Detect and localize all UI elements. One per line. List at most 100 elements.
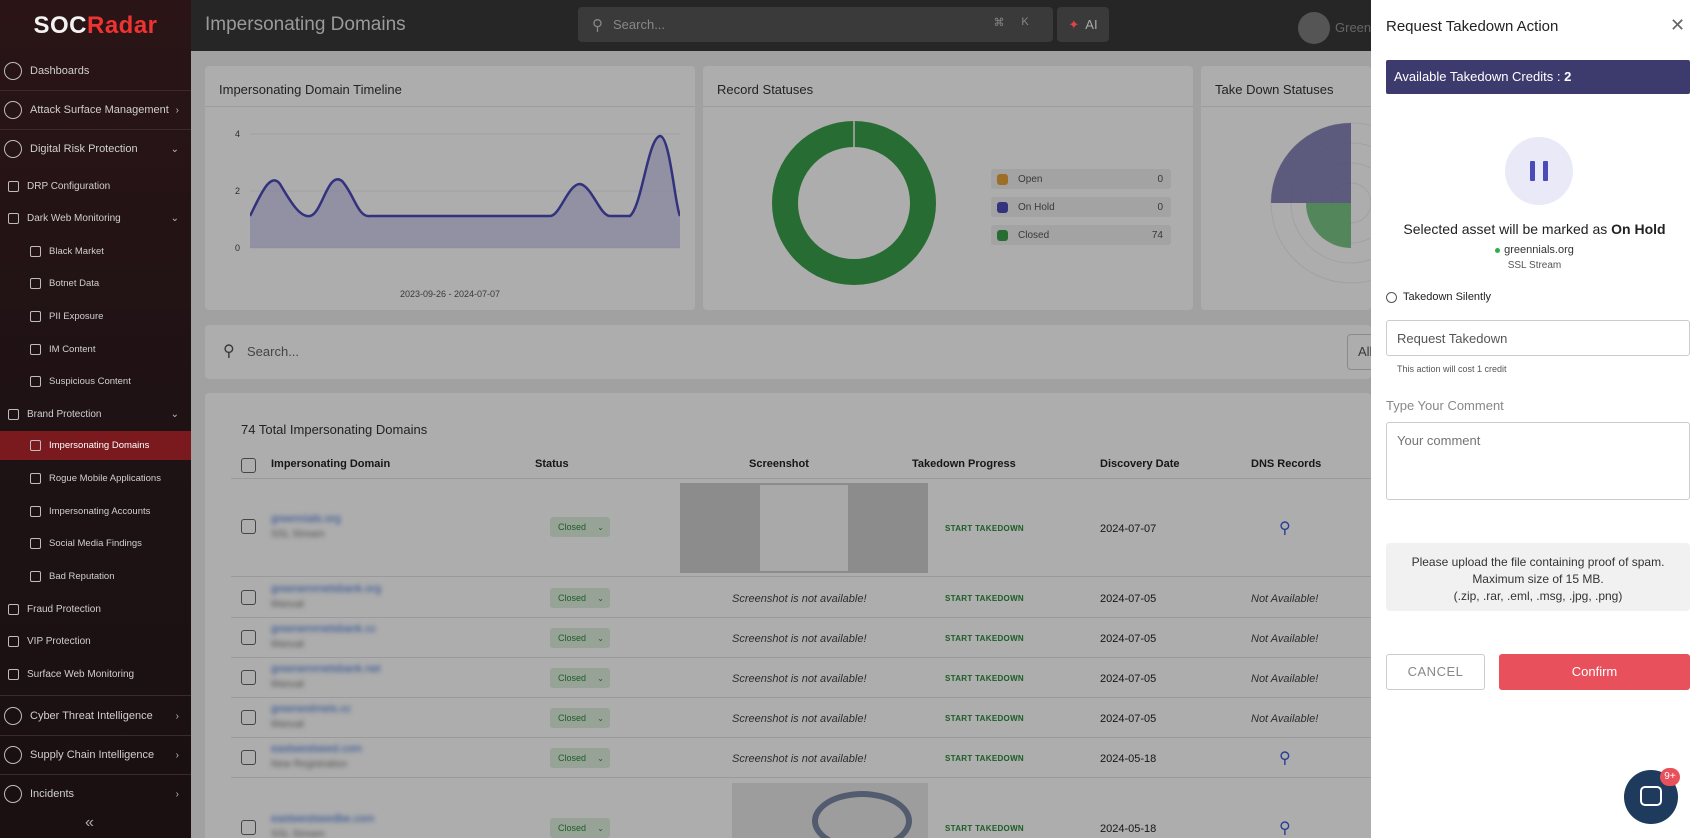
- takedown-statuses-title: Take Down Statuses: [1215, 82, 1334, 97]
- sidebar-item-bad-rep[interactable]: Bad Reputation: [0, 568, 191, 584]
- sidebar-item-vip[interactable]: VIP Protection: [0, 633, 191, 649]
- domain-link[interactable]: greenemmetsbank.cc: [271, 623, 377, 635]
- sidebar-item-black-market[interactable]: Black Market: [0, 243, 191, 259]
- shield-icon: [4, 707, 22, 725]
- user-icon: [30, 505, 41, 517]
- sidebar-item-rogue[interactable]: Rogue Mobile Applications: [0, 470, 191, 486]
- domain-link[interactable]: greenemmetsbank.org: [271, 583, 382, 595]
- sidebar-item-fraud[interactable]: Fraud Protection: [0, 601, 191, 617]
- domain-link[interactable]: eastwestseed.com: [271, 743, 363, 755]
- sidebar-item-asm[interactable]: Attack Surface Management ›: [0, 98, 191, 122]
- confirm-button[interactable]: Confirm: [1499, 654, 1690, 690]
- start-takedown-link[interactable]: START TAKEDOWN: [945, 674, 1025, 683]
- start-takedown-link[interactable]: START TAKEDOWN: [945, 594, 1025, 603]
- sparkle-icon: ✦: [1068, 16, 1080, 32]
- sidebar-item-social[interactable]: Social Media Findings: [0, 535, 191, 551]
- start-takedown-link[interactable]: START TAKEDOWN: [945, 824, 1025, 833]
- status-dropdown[interactable]: Closed ⌄: [550, 748, 610, 768]
- sidebar-item-suspicious[interactable]: Suspicious Content: [0, 373, 191, 389]
- domain-source: Manual: [271, 599, 304, 610]
- col-header-status[interactable]: Status: [535, 458, 569, 470]
- dns-zoom-icon[interactable]: ⚲: [1279, 520, 1291, 537]
- chevron-down-icon: ⌄: [597, 823, 604, 833]
- dns-unavailable: Not Available!: [1251, 633, 1319, 645]
- sidebar-item-surface[interactable]: Surface Web Monitoring: [0, 666, 191, 682]
- globe-icon: [30, 570, 41, 582]
- sidebar-item-dark-web[interactable]: Dark Web Monitoring ⌄: [0, 210, 191, 226]
- dns-zoom-icon[interactable]: ⚲: [1279, 820, 1291, 837]
- status-dropdown[interactable]: Closed ⌄: [550, 517, 610, 537]
- comment-textarea[interactable]: [1386, 422, 1690, 500]
- ai-button[interactable]: ✦ AI: [1057, 7, 1109, 42]
- row-checkbox[interactable]: [241, 519, 256, 534]
- logo[interactable]: SOCRadar: [0, 0, 191, 52]
- domain-source: Manual: [271, 639, 304, 650]
- row-checkbox[interactable]: [241, 630, 256, 645]
- start-takedown-link[interactable]: START TAKEDOWN: [945, 714, 1025, 723]
- sidebar-item-drp[interactable]: Digital Risk Protection ⌄: [0, 137, 191, 161]
- row-checkbox[interactable]: [241, 590, 256, 605]
- global-search-input[interactable]: ⚲ Search... ⌘ K: [578, 7, 1053, 42]
- dashboard-icon: [4, 62, 22, 80]
- domain-source: Manual: [271, 679, 304, 690]
- chevron-down-icon: ⌄: [597, 673, 604, 683]
- dns-unavailable: Not Available!: [1251, 713, 1319, 725]
- chat-badge: 9+: [1660, 768, 1680, 786]
- table-search-input[interactable]: Search...: [247, 344, 300, 359]
- search-icon: ⚲: [592, 16, 603, 34]
- close-icon[interactable]: ✕: [1670, 15, 1686, 35]
- sidebar-item-cti[interactable]: Cyber Threat Intelligence ›: [0, 704, 191, 728]
- col-header-domain[interactable]: Impersonating Domain: [271, 458, 391, 470]
- row-checkbox[interactable]: [241, 750, 256, 765]
- sidebar-item-supply[interactable]: Supply Chain Intelligence ›: [0, 743, 191, 767]
- sidebar-item-botnet[interactable]: Botnet Data: [0, 275, 191, 291]
- domain-link[interactable]: greenestmeis.cc: [271, 703, 352, 715]
- legend-dot: [997, 173, 1008, 185]
- takedown-silently-radio[interactable]: [1386, 291, 1397, 303]
- start-takedown-link[interactable]: START TAKEDOWN: [945, 754, 1025, 763]
- timeline-card: Impersonating Domain Timeline 4 2 0 2023…: [205, 66, 695, 310]
- divider: [0, 695, 191, 696]
- action-select[interactable]: Request Takedown: [1386, 320, 1690, 356]
- sidebar-item-drp-config[interactable]: DRP Configuration: [0, 178, 191, 194]
- select-all-checkbox[interactable]: [241, 458, 256, 473]
- discovery-date: 2024-07-05: [1100, 713, 1157, 725]
- row-checkbox[interactable]: [241, 820, 256, 835]
- start-takedown-link[interactable]: START TAKEDOWN: [945, 634, 1025, 643]
- takedown-silently-option[interactable]: Takedown Silently: [1386, 291, 1491, 303]
- sidebar-item-incidents[interactable]: Incidents ›: [0, 782, 191, 806]
- cancel-button[interactable]: CANCEL: [1386, 654, 1485, 690]
- sidebar-item-brand[interactable]: Brand Protection ⌄: [0, 406, 191, 422]
- divider: [0, 774, 191, 775]
- chevron-down-icon: ⌄: [597, 522, 604, 532]
- user-name[interactable]: Greenn: [1335, 20, 1379, 35]
- screenshot-thumbnail[interactable]: [680, 483, 928, 573]
- dns-zoom-icon[interactable]: ⚲: [1279, 750, 1291, 767]
- timeline-area: [250, 136, 680, 248]
- sidebar-item-im[interactable]: IM Content: [0, 341, 191, 357]
- status-dropdown[interactable]: Closed ⌄: [550, 708, 610, 728]
- dark-web-icon: [8, 212, 19, 224]
- start-takedown-link[interactable]: START TAKEDOWN: [945, 524, 1025, 533]
- sidebar-item-pii[interactable]: PII Exposure: [0, 308, 191, 324]
- avatar[interactable]: [1298, 12, 1330, 44]
- status-dropdown[interactable]: Closed ⌄: [550, 628, 610, 648]
- status-dropdown[interactable]: Closed ⌄: [550, 818, 610, 838]
- domain-link[interactable]: greenemmetsbank.net: [271, 663, 381, 675]
- row-checkbox[interactable]: [241, 710, 256, 725]
- sidebar-item-impersonating-domains[interactable]: Impersonating Domains: [0, 431, 191, 460]
- domain-link[interactable]: eastwestseedbe.com: [271, 813, 375, 825]
- credits-value: 2: [1564, 69, 1572, 84]
- row-checkbox[interactable]: [241, 670, 256, 685]
- chevron-right-icon: ›: [175, 710, 179, 722]
- screenshot-thumbnail[interactable]: [732, 783, 928, 838]
- status-dropdown[interactable]: Closed ⌄: [550, 588, 610, 608]
- sidebar-item-dashboards[interactable]: Dashboards: [0, 60, 191, 82]
- status-dropdown[interactable]: Closed ⌄: [550, 668, 610, 688]
- collapse-sidebar-icon[interactable]: «: [85, 814, 94, 831]
- domain-link[interactable]: greennials.org: [271, 513, 341, 525]
- botnet-icon: [30, 277, 41, 289]
- file-upload-dropzone[interactable]: Please upload the file containing proof …: [1386, 543, 1690, 611]
- col-header-discovery-date[interactable]: Discovery Date: [1100, 458, 1180, 470]
- sidebar-item-imp-accounts[interactable]: Impersonating Accounts: [0, 503, 191, 519]
